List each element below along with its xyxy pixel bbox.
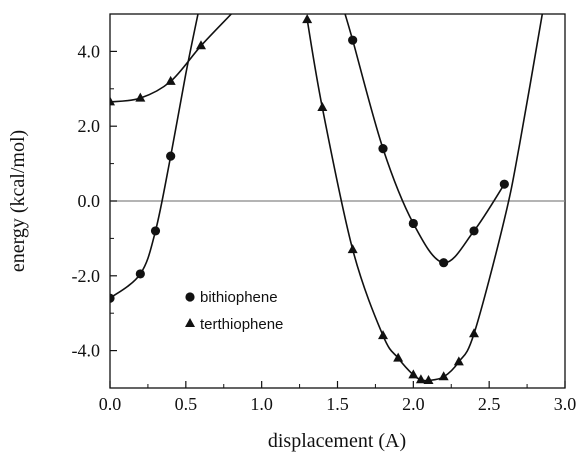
x-axis-ticks: 0.0 0.5 1.0 1.5 2.0 2.5 3.0 bbox=[99, 381, 577, 414]
series-markers bbox=[110, 14, 509, 385]
y-tick-label: 2.0 bbox=[78, 116, 101, 136]
point-terthiophene bbox=[393, 352, 404, 362]
x-tick-label: 0.5 bbox=[175, 394, 198, 414]
legend: bithiophene terthiophene bbox=[185, 289, 283, 333]
point-terthiophene bbox=[423, 375, 434, 385]
point-terthiophene bbox=[378, 330, 388, 340]
y-tick-label: -2.0 bbox=[72, 266, 101, 286]
point-terthiophene bbox=[415, 374, 426, 384]
x-tick-label: 3.0 bbox=[554, 394, 577, 414]
point-terthiophene bbox=[110, 96, 115, 106]
point-bithiophene bbox=[166, 151, 176, 161]
point-bithiophene bbox=[408, 218, 418, 229]
point-terthiophene bbox=[135, 92, 146, 102]
point-terthiophene bbox=[302, 14, 313, 24]
legend-label-bithiophene: bithiophene bbox=[200, 289, 278, 306]
point-bithiophene bbox=[469, 226, 479, 236]
point-terthiophene bbox=[469, 328, 479, 338]
series-curves bbox=[110, 14, 544, 382]
y-tick-label: 0.0 bbox=[78, 191, 101, 211]
legend-marker-bithiophene bbox=[185, 292, 195, 302]
point-bithiophene bbox=[439, 258, 449, 268]
x-tick-label: 2.0 bbox=[402, 394, 425, 414]
point-terthiophene bbox=[453, 356, 464, 366]
x-axis-title: displacement (A) bbox=[268, 430, 406, 452]
legend-label-terthiophene: terthiophene bbox=[200, 316, 283, 333]
curve-terthiophene bbox=[306, 14, 544, 382]
curve-terthiophene bbox=[110, 14, 232, 103]
x-tick-label: 1.5 bbox=[326, 394, 349, 414]
point-bithiophene bbox=[135, 269, 145, 279]
y-tick-label: -4.0 bbox=[72, 341, 101, 361]
point-terthiophene bbox=[196, 40, 206, 50]
legend-marker-terthiophene bbox=[185, 318, 195, 327]
y-axis-title: energy (kcal/mol) bbox=[7, 130, 29, 272]
point-terthiophene bbox=[317, 102, 328, 111]
point-terthiophene bbox=[438, 371, 449, 381]
x-tick-label: 1.0 bbox=[250, 394, 273, 414]
point-bithiophene bbox=[348, 35, 358, 45]
point-bithiophene bbox=[150, 226, 161, 236]
y-tick-label: 4.0 bbox=[78, 41, 101, 61]
point-terthiophene bbox=[347, 244, 358, 254]
x-tick-label: 2.5 bbox=[478, 394, 501, 414]
point-bithiophene bbox=[110, 293, 115, 303]
point-terthiophene bbox=[408, 369, 419, 379]
y-axis-ticks: -4.0 -2.0 0.0 2.0 4.0 bbox=[72, 41, 117, 361]
point-bithiophene bbox=[378, 144, 388, 154]
curve-bithiophene bbox=[110, 14, 199, 299]
point-bithiophene bbox=[499, 179, 509, 189]
curve-bithiophene bbox=[344, 14, 505, 264]
x-tick-label: 0.0 bbox=[99, 394, 122, 414]
point-terthiophene bbox=[165, 75, 176, 85]
